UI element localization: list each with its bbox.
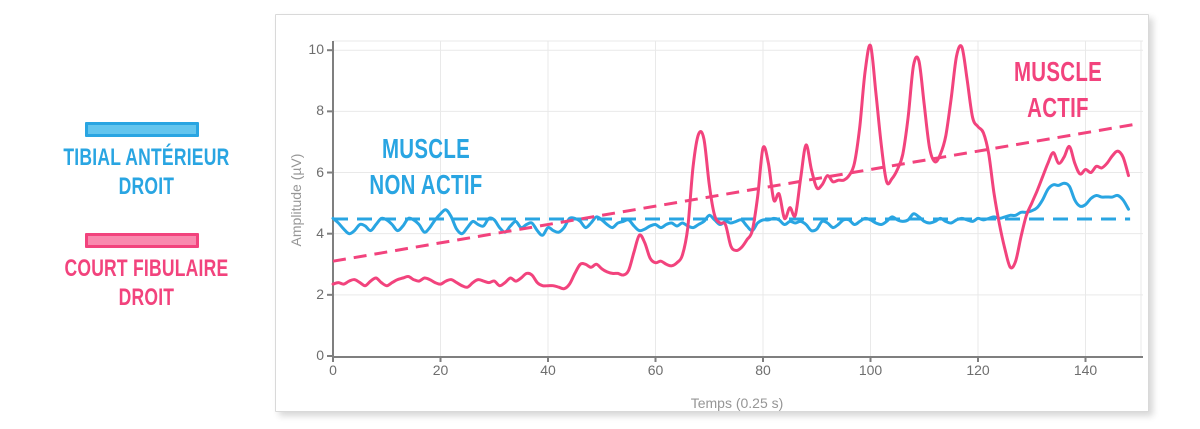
x-tick-label: 80 [755, 362, 771, 378]
series-line-court-fibulaire-droit [331, 43, 1130, 291]
x-tick-label: 120 [966, 362, 990, 378]
chart-svg [327, 40, 1143, 362]
y-tick-label: 2 [316, 285, 324, 302]
annotation-line1: MUSCLE [1013, 56, 1103, 87]
x-tick-label: 40 [540, 362, 556, 378]
annotation-line1: MUSCLE [381, 133, 471, 164]
x-axis-title: Temps (0.25 s) [690, 395, 784, 411]
x-tick-label: 100 [858, 362, 883, 378]
y-tick-label: 0 [316, 347, 324, 363]
annotation-line2: NON ACTIF [369, 169, 483, 201]
annotation-muscle-actif: MUSCLE ACTIF [998, 54, 1119, 127]
x-tick-label: 20 [432, 362, 449, 378]
court-fibulaire-label: COURT FIBULAIRE DROIT [53, 254, 239, 313]
chart-card: Amplitude (µV) Temps (0.25 s) 0 2 4 6 8 10 0 2… [275, 14, 1149, 412]
annotation-muscle-non-actif: MUSCLE NON ACTIF [349, 131, 504, 204]
tibial-anterieur-label: TIBIAL ANTÉRIEUR DROIT [53, 143, 239, 202]
y-tick-label: 4 [316, 224, 324, 241]
y-axis-title: Amplitude (µV) [288, 153, 304, 247]
x-tick-label: 60 [647, 362, 664, 378]
legend-label-line1: COURT FIBULAIRE [64, 255, 229, 282]
court-fibulaire-swatch [85, 233, 199, 248]
tibial-anterieur-swatch [85, 122, 199, 137]
trend-line-fibulaire-baseline [332, 123, 1135, 263]
x-tick-label: 0 [329, 362, 337, 378]
legend-label-line2: DROIT [118, 284, 175, 312]
annotation-line2: ACTIF [1027, 92, 1089, 124]
plot-area: MUSCLE NON ACTIF MUSCLE ACTIF [327, 40, 1143, 362]
legend-label-line1: TIBIAL ANTÉRIEUR [63, 144, 230, 171]
y-tick-label: 10 [308, 41, 324, 58]
x-tick-label: 140 [1073, 362, 1098, 378]
y-tick-label: 8 [316, 102, 324, 119]
y-tick-label: 6 [316, 163, 324, 180]
legend-label-line2: DROIT [118, 173, 175, 201]
series-line-tibial-antérieur-droit [331, 181, 1130, 237]
legend: TIBIAL ANTÉRIEUR DROIT COURT FIBULAIRE D… [0, 0, 260, 429]
